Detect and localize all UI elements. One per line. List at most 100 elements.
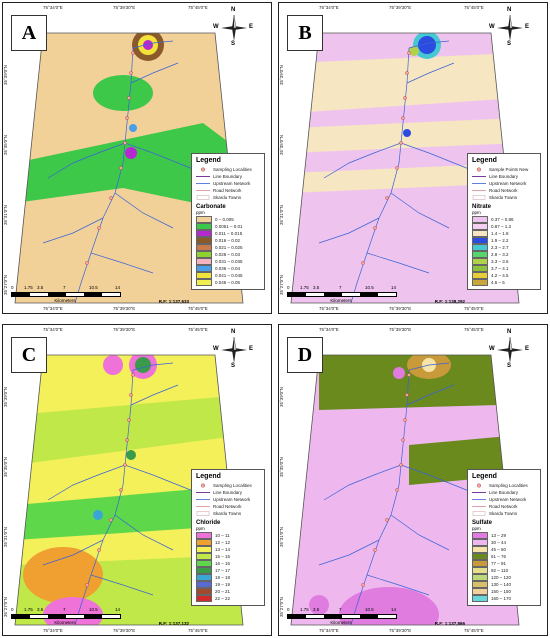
sampling-point xyxy=(129,71,133,75)
legend-title: Legend xyxy=(196,157,221,164)
road-line-icon xyxy=(472,504,486,509)
legend-class: 30 – 44 xyxy=(472,539,536,546)
legend-item: Sample Points New xyxy=(472,166,536,173)
legend-class: 18 – 18 xyxy=(196,574,260,581)
scale-tick: 3.5 xyxy=(313,285,320,290)
legend-class-label: 13 – 29 xyxy=(491,533,507,538)
legend-item: Upstream Network xyxy=(196,180,260,187)
color-swatch xyxy=(196,272,212,279)
legend-class-label: 1.4 – 1.8 xyxy=(491,231,509,236)
north-arrow-icon: N S W E xyxy=(213,7,253,47)
sampling-point xyxy=(109,196,113,200)
scale-tick: 14 xyxy=(115,285,121,290)
north-arrow-icon: N S W E xyxy=(213,329,253,369)
legend-class-label: 77 – 91 xyxy=(491,561,507,566)
legend-class-label: 45 – 60 xyxy=(491,547,507,552)
town-icon xyxy=(472,511,486,516)
legend-item-label: Upstream Network xyxy=(213,181,251,186)
town-icon xyxy=(196,195,210,200)
legend-class-label: 12 – 12 xyxy=(215,540,231,545)
basin-boundary xyxy=(290,32,520,304)
color-swatch xyxy=(472,279,488,286)
coord-label: 75°39'30"E xyxy=(389,306,412,311)
legend-class: 130 – 140 xyxy=(472,581,536,588)
legend-class: 17 – 17 xyxy=(196,567,260,574)
legend-class: 0.046 – 0.05 xyxy=(196,279,260,286)
scale-tick: 14 xyxy=(391,607,397,612)
legend-item-label: Skardu Towns xyxy=(213,511,242,516)
parameter-unit: ppm xyxy=(196,526,205,531)
legend-class: 0.0051 – 0.01 xyxy=(196,223,260,230)
color-swatch xyxy=(472,244,488,251)
sampling-point xyxy=(395,488,399,492)
legend-item-label: Skardu Towns xyxy=(489,195,518,200)
legend-item-label: Upstream Network xyxy=(213,497,251,502)
legend-class-label: 0.37 – 0.86 xyxy=(491,217,514,222)
map-legend: Legend Sampling Localities Line Boundary Up… xyxy=(191,469,265,606)
legend-item: Sampling Localities xyxy=(196,166,260,173)
scale-bar: 0 1.75 3.5 7 10.5 14 Kilometers xyxy=(287,607,417,627)
boundary-line-icon xyxy=(196,174,210,179)
color-swatch xyxy=(196,223,212,230)
legend-class: 0.026 – 0.03 xyxy=(196,251,260,258)
legend-item-label: Upstream Network xyxy=(489,181,527,186)
color-swatch xyxy=(472,258,488,265)
sampling-point xyxy=(385,518,389,522)
legend-class-label: 160 – 170 xyxy=(491,596,512,601)
color-swatch xyxy=(196,216,212,223)
coord-label: 75°34'0"E xyxy=(319,628,339,633)
coord-label: 75°39'30"E xyxy=(113,306,136,311)
legend-class-label: 10 – 11 xyxy=(215,533,230,538)
representative-fraction: R.F: 1:138,292 xyxy=(434,299,465,304)
sampling-point xyxy=(385,196,389,200)
basin-boundary xyxy=(290,354,520,626)
legend-class-label: 0.046 – 0.05 xyxy=(215,280,241,285)
coord-label: 75°45'0"E xyxy=(188,306,208,311)
legend-item: Road Network xyxy=(472,503,536,510)
scale-unit: Kilometers xyxy=(54,298,76,303)
coord-label: 75°39'30"E xyxy=(389,5,412,10)
stream-line-icon xyxy=(196,181,210,186)
legend-class-label: 30 – 44 xyxy=(491,540,507,545)
color-swatch xyxy=(196,265,212,272)
legend-item: Skardu Towns xyxy=(472,194,536,201)
color-swatch xyxy=(196,251,212,258)
sampling-point xyxy=(131,51,135,55)
boundary-line-icon xyxy=(472,490,486,495)
scale-tick: 1.75 xyxy=(300,607,309,612)
coord-label: 75°34'0"E xyxy=(43,628,63,633)
legend-item: Road Network xyxy=(196,503,260,510)
legend-class-label: 0.036 – 0.04 xyxy=(215,266,241,271)
sampling-point xyxy=(127,418,131,422)
sampling-point xyxy=(125,116,129,120)
sampling-point xyxy=(401,116,405,120)
legend-class-label: 0.031 – 0.035 xyxy=(215,259,243,264)
sampling-point xyxy=(361,261,365,265)
color-swatch xyxy=(196,230,212,237)
color-swatch xyxy=(472,251,488,258)
legend-class: 0.37 – 0.86 xyxy=(472,216,536,223)
legend-item: Skardu Towns xyxy=(472,510,536,517)
coord-label: 75°34'0"E xyxy=(319,5,339,10)
legend-class-label: 0.87 – 1.3 xyxy=(491,224,512,229)
legend-class: 160 – 170 xyxy=(472,595,536,602)
color-swatch xyxy=(196,279,212,286)
legend-item-label: Sample Points New xyxy=(489,167,529,172)
color-swatch xyxy=(196,574,212,581)
sampling-point xyxy=(399,141,403,145)
sampling-point xyxy=(361,583,365,587)
sampling-point xyxy=(407,51,411,55)
legend-item: Road Network xyxy=(196,187,260,194)
coord-label: 35°39'0"N xyxy=(279,386,284,407)
coord-label: 75°34'0"E xyxy=(319,306,339,311)
legend-class: 15 – 15 xyxy=(196,553,260,560)
color-swatch xyxy=(472,553,488,560)
legend-item-label: Skardu Towns xyxy=(489,511,518,516)
parameter-unit: ppm xyxy=(472,526,481,531)
legend-class: 0 – 0.005 xyxy=(196,216,260,223)
legend-class: 13 – 29 xyxy=(472,532,536,539)
legend-item-label: Skardu Towns xyxy=(213,195,242,200)
boundary-line-icon xyxy=(472,174,486,179)
color-swatch xyxy=(472,595,488,602)
legend-class-label: 1.9 – 2.2 xyxy=(491,238,509,243)
